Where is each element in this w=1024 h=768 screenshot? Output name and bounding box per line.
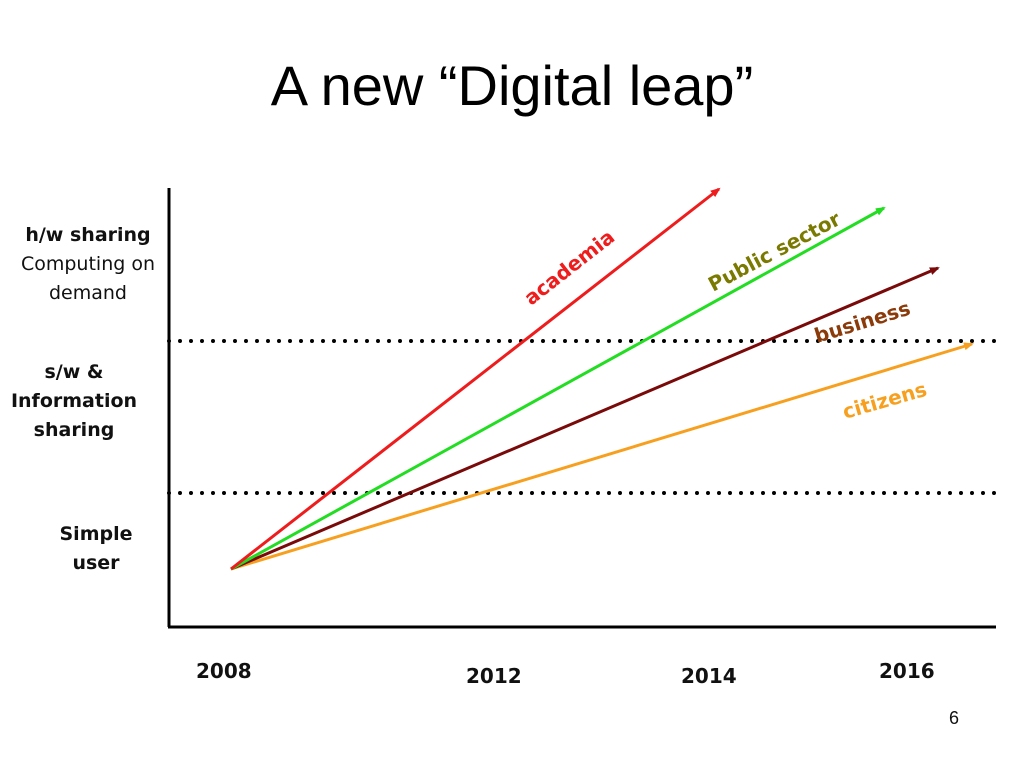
y-level-user-line1: Simple <box>59 523 133 545</box>
y-level-sw-line2: Information <box>10 390 138 412</box>
y-level-hw-sharing: h/w sharing Computing on demand <box>6 221 170 308</box>
y-level-sw-line1: s/w & <box>44 361 104 383</box>
y-level-user-line2: user <box>72 552 120 574</box>
y-level-simple-user: Simple user <box>40 520 152 578</box>
series-label-academia: academia <box>519 225 619 310</box>
series-label-citizens: citizens <box>840 377 930 424</box>
y-level-hw-line2: Computing on <box>20 253 156 275</box>
x-tick-2008: 2008 <box>196 659 252 683</box>
arrow-business <box>230 266 940 571</box>
x-tick-2016: 2016 <box>879 659 935 683</box>
y-level-sw-line3: sharing <box>33 419 115 441</box>
x-tick-2012: 2012 <box>466 664 522 688</box>
arrow-public-sector <box>230 206 886 571</box>
page-number: 6 <box>949 708 960 728</box>
y-level-sw-sharing: s/w & Information sharing <box>4 358 144 445</box>
arrow-academia <box>230 187 721 571</box>
x-tick-2014: 2014 <box>681 664 737 688</box>
y-level-hw-line1: h/w sharing <box>25 224 151 246</box>
series-label-public-sector: Public sector <box>704 207 845 297</box>
y-level-hw-line3: demand <box>48 282 127 304</box>
arrow-citizens <box>230 342 974 571</box>
slide-title: A new “Digital leap” <box>270 54 754 117</box>
